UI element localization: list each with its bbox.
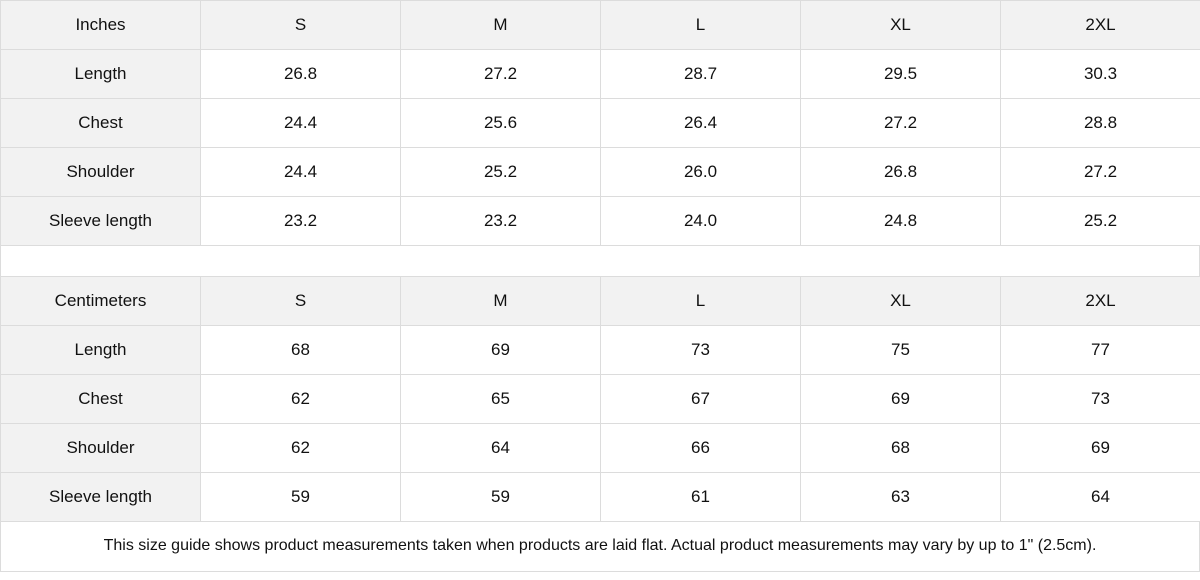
row-label: Shoulder bbox=[0, 147, 201, 197]
table-row: Length 26.8 27.2 28.7 29.5 30.3 bbox=[0, 49, 1200, 99]
measurement-cell: 28.7 bbox=[600, 49, 801, 99]
table-row: Length 68 69 73 75 77 bbox=[0, 325, 1200, 375]
row-label: Length bbox=[0, 325, 201, 375]
measurement-cell: 25.2 bbox=[400, 147, 601, 197]
size-header: XL bbox=[800, 276, 1001, 326]
row-label: Shoulder bbox=[0, 423, 201, 473]
measurement-cell: 68 bbox=[200, 325, 401, 375]
measurement-cell: 24.8 bbox=[800, 196, 1001, 246]
size-header: M bbox=[400, 276, 601, 326]
measurement-cell: 25.6 bbox=[400, 98, 601, 148]
measurement-cell: 69 bbox=[800, 374, 1001, 424]
table-row: Sleeve length 23.2 23.2 24.0 24.8 25.2 bbox=[0, 196, 1200, 246]
measurement-cell: 65 bbox=[400, 374, 601, 424]
measurement-cell: 61 bbox=[600, 472, 801, 522]
measurement-cell: 24.0 bbox=[600, 196, 801, 246]
measurement-cell: 69 bbox=[400, 325, 601, 375]
unit-header: Inches bbox=[0, 0, 201, 50]
measurement-cell: 73 bbox=[1000, 374, 1200, 424]
measurement-cell: 64 bbox=[1000, 472, 1200, 522]
measurement-cell: 27.2 bbox=[1000, 147, 1200, 197]
measurement-cell: 27.2 bbox=[800, 98, 1001, 148]
measurement-cell: 24.4 bbox=[200, 98, 401, 148]
size-header: L bbox=[600, 0, 801, 50]
row-label: Length bbox=[0, 49, 201, 99]
measurement-cell: 73 bbox=[600, 325, 801, 375]
centimeters-table: Centimeters S M L XL 2XL Length 68 69 73 75 77 Chest… bbox=[0, 276, 1200, 522]
unit-header: Centimeters bbox=[0, 276, 201, 326]
measurement-cell: 77 bbox=[1000, 325, 1200, 375]
size-header: 2XL bbox=[1000, 276, 1200, 326]
measurement-cell: 26.8 bbox=[200, 49, 401, 99]
measurement-cell: 62 bbox=[200, 423, 401, 473]
row-label: Chest bbox=[0, 374, 201, 424]
header-row: Inches S M L XL 2XL bbox=[0, 0, 1200, 50]
measurement-cell: 23.2 bbox=[200, 196, 401, 246]
size-header: XL bbox=[800, 0, 1001, 50]
measurement-cell: 28.8 bbox=[1000, 98, 1200, 148]
measurement-cell: 26.0 bbox=[600, 147, 801, 197]
inches-table: Inches S M L XL 2XL Length 26.8 27.2 28.7 29.5 30.3… bbox=[0, 0, 1200, 246]
row-label: Chest bbox=[0, 98, 201, 148]
measurement-cell: 59 bbox=[200, 472, 401, 522]
measurement-cell: 23.2 bbox=[400, 196, 601, 246]
size-header: S bbox=[200, 276, 401, 326]
measurement-cell: 26.4 bbox=[600, 98, 801, 148]
measurement-cell: 29.5 bbox=[800, 49, 1001, 99]
measurement-cell: 26.8 bbox=[800, 147, 1001, 197]
measurement-cell: 63 bbox=[800, 472, 1001, 522]
measurement-cell: 25.2 bbox=[1000, 196, 1200, 246]
size-header: M bbox=[400, 0, 601, 50]
measurement-cell: 30.3 bbox=[1000, 49, 1200, 99]
size-header: L bbox=[600, 276, 801, 326]
measurement-cell: 62 bbox=[200, 374, 401, 424]
table-row: Chest 62 65 67 69 73 bbox=[0, 374, 1200, 424]
measurement-cell: 66 bbox=[600, 423, 801, 473]
measurement-cell: 69 bbox=[1000, 423, 1200, 473]
table-spacer bbox=[0, 246, 1200, 276]
table-row: Sleeve length 59 59 61 63 64 bbox=[0, 472, 1200, 522]
measurement-cell: 67 bbox=[600, 374, 801, 424]
table-row: Shoulder 24.4 25.2 26.0 26.8 27.2 bbox=[0, 147, 1200, 197]
measurement-cell: 59 bbox=[400, 472, 601, 522]
measurement-cell: 64 bbox=[400, 423, 601, 473]
measurement-cell: 68 bbox=[800, 423, 1001, 473]
table-row: Chest 24.4 25.6 26.4 27.2 28.8 bbox=[0, 98, 1200, 148]
table-row: Shoulder 62 64 66 68 69 bbox=[0, 423, 1200, 473]
measurement-cell: 27.2 bbox=[400, 49, 601, 99]
measurement-cell: 24.4 bbox=[200, 147, 401, 197]
header-row: Centimeters S M L XL 2XL bbox=[0, 276, 1200, 326]
measurement-cell: 75 bbox=[800, 325, 1001, 375]
row-label: Sleeve length bbox=[0, 196, 201, 246]
size-header: S bbox=[200, 0, 401, 50]
row-label: Sleeve length bbox=[0, 472, 201, 522]
size-guide-note: This size guide shows product measuremen… bbox=[0, 522, 1200, 572]
size-header: 2XL bbox=[1000, 0, 1200, 50]
